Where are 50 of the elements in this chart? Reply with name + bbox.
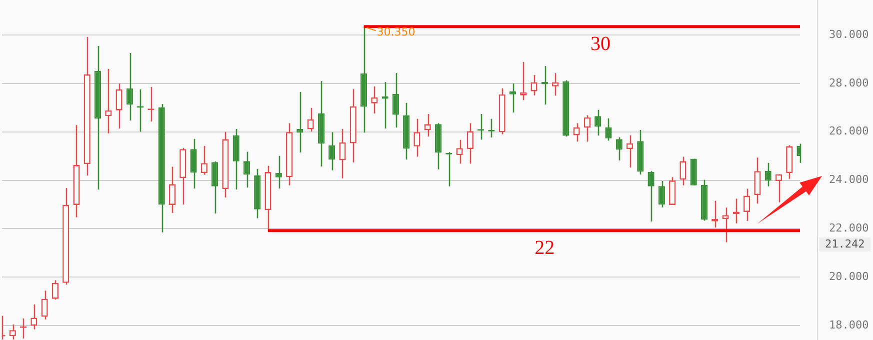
- ref-line-label: 30: [590, 32, 610, 55]
- candlestick: [9, 324, 16, 340]
- y-tick-label: 24.000: [829, 173, 869, 186]
- y-tick-label: 26.000: [829, 124, 869, 138]
- candlestick: [584, 114, 590, 142]
- candlestick: [190, 138, 197, 190]
- candlestick: [669, 176, 676, 206]
- candlestick: [616, 136, 622, 162]
- candlestick: [41, 290, 48, 320]
- candlestick: [530, 74, 538, 96]
- candlestick: [200, 145, 208, 176]
- candlestick: [605, 118, 612, 142]
- candlestick: [116, 82, 122, 130]
- candlestick: [680, 156, 686, 186]
- y-tick-label: 18.000: [829, 318, 869, 332]
- candlestick: [414, 118, 420, 158]
- y-tick-label: 30.000: [829, 28, 869, 41]
- candlestick: [552, 72, 559, 96]
- candlestick: [339, 128, 346, 179]
- candlestick: [243, 151, 250, 188]
- y-tick-label: 22.000: [829, 222, 869, 235]
- candlestick: [296, 91, 304, 154]
- candlestick: [307, 107, 314, 132]
- candlestick: [775, 174, 782, 203]
- annotation: 30.350: [376, 25, 416, 38]
- candlestick: [232, 128, 240, 190]
- candlestick: [392, 72, 399, 128]
- candlestick: [626, 134, 634, 168]
- candlestick: [456, 139, 463, 164]
- candlestick: [658, 180, 665, 208]
- candlestick: [52, 280, 58, 300]
- candlestick: [30, 304, 38, 330]
- ref-line-label: 22: [534, 236, 555, 259]
- candlestick: [573, 122, 580, 142]
- candlestick: [744, 188, 750, 222]
- candlestick: [466, 122, 474, 164]
- text: 21.242: [825, 237, 865, 250]
- y-tick-label: 20.000: [829, 270, 869, 283]
- y-tick-label: 28.000: [829, 76, 869, 90]
- candlestick: [126, 52, 133, 122]
- candlestick: [371, 86, 378, 114]
- candlestick: [212, 160, 218, 214]
- candlestick: [754, 156, 761, 204]
- candlestick: [168, 166, 176, 214]
- candlestick: [424, 113, 431, 138]
- candlestick: [105, 68, 112, 134]
- candlestick: [328, 131, 336, 172]
- candlestick: [764, 162, 772, 187]
- candlestick: [648, 170, 654, 222]
- candlestick: [594, 109, 602, 136]
